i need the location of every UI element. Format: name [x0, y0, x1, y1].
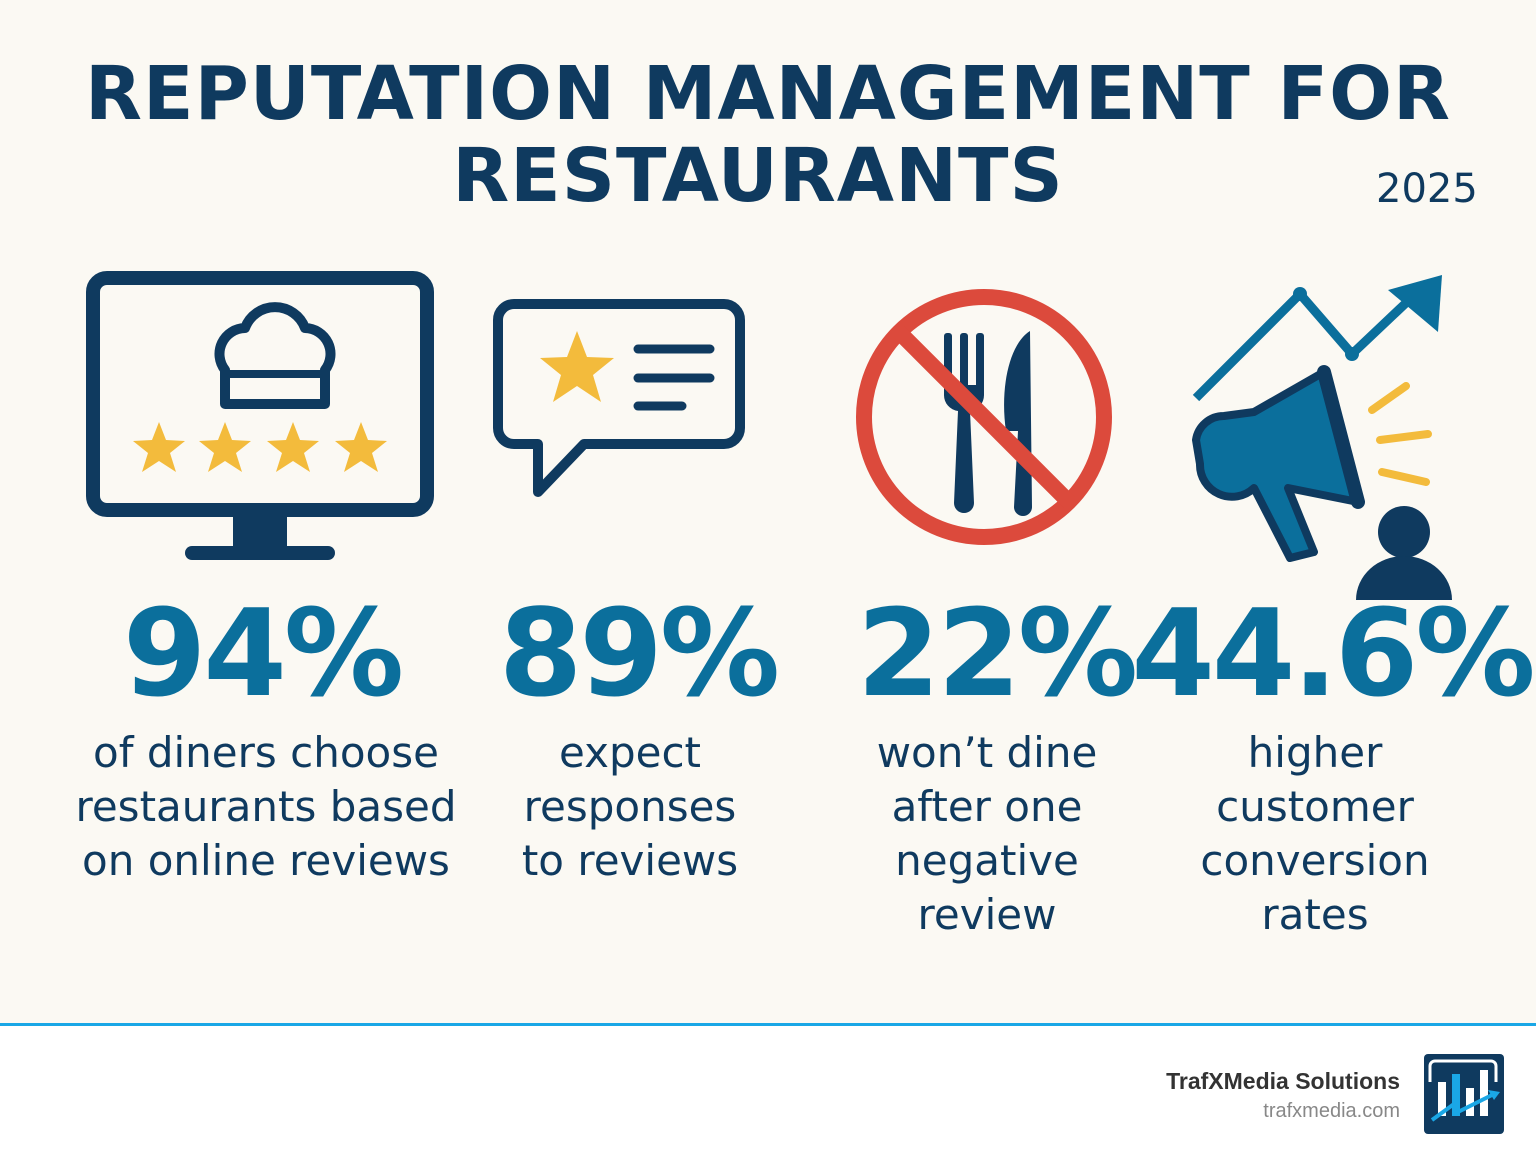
- monitor-chef-hat-stars-icon: [86, 271, 434, 560]
- stat-value-1: 94%: [122, 585, 404, 724]
- brand-name: TrafXMedia Solutions: [1166, 1068, 1400, 1094]
- year-label: 2025: [1376, 166, 1478, 212]
- megaphone-growth-icon: [1192, 275, 1452, 600]
- brand-url[interactable]: trafxmedia.com: [1263, 1100, 1400, 1122]
- footer: TrafXMedia Solutions trafxmedia.com: [0, 1023, 1536, 1154]
- no-dining-icon: [856, 289, 1112, 545]
- stat-value-3: 22%: [856, 585, 1138, 724]
- review-speech-bubble-icon: [493, 299, 745, 497]
- title-line-1: REPUTATION MANAGEMENT FOR: [85, 51, 1451, 137]
- stat-description-1: of diners choose restaurants based on on…: [75, 728, 457, 885]
- title-line-2: RESTAURANTS: [452, 133, 1064, 219]
- trafxmedia-logo: [1424, 1054, 1504, 1134]
- stat-description-4: higher customer conversion rates: [1200, 728, 1430, 939]
- stat-description-3: won’t dine after one negative review: [876, 728, 1098, 939]
- stat-value-2: 89%: [498, 585, 780, 724]
- stat-value-4: 44.6%: [1131, 585, 1535, 724]
- stat-description-2: expect responses to reviews: [521, 728, 739, 885]
